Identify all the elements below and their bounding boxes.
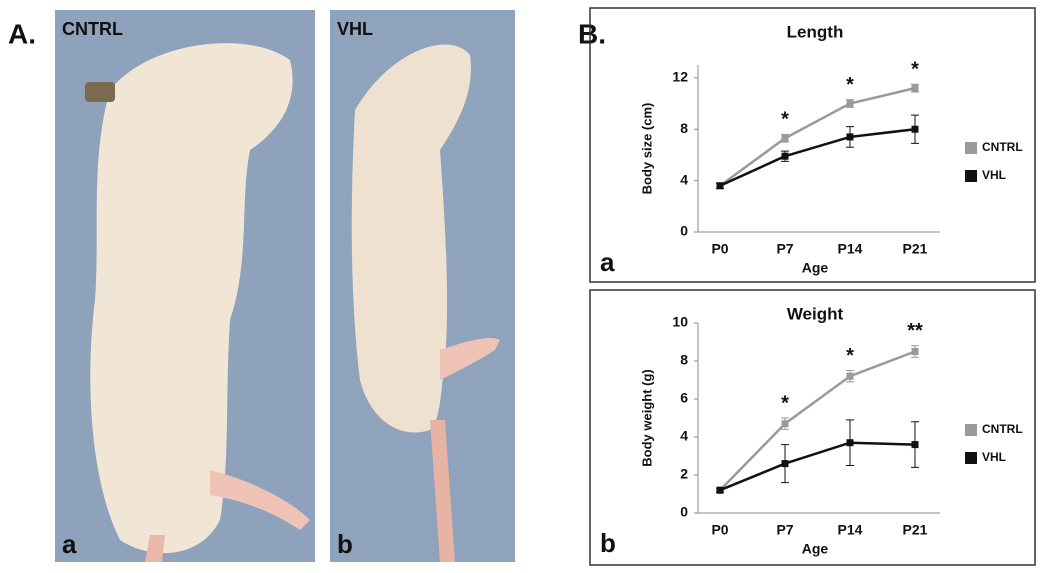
panel-letter: a [600,247,615,277]
x-tick-label: P0 [711,241,728,257]
legend-label: VHL [982,450,1006,464]
panel-label: B. [578,18,606,49]
point [716,182,724,190]
y-tick-label: 8 [680,352,688,368]
point [781,460,789,468]
point [781,134,789,142]
point [911,84,919,92]
mouse-leg [440,338,500,380]
ear-tag [85,82,115,102]
point [716,486,724,494]
legend-swatch [965,424,977,436]
photo-label: VHL [337,19,373,39]
series-line [719,86,916,187]
significance: * [846,345,854,367]
series-line [719,441,916,492]
y-axis-label: Body weight (g) [639,369,654,467]
mouse-body [351,44,471,433]
chart-frame [589,7,1036,283]
legend-label: VHL [982,168,1006,182]
x-tick-label: P21 [903,522,928,538]
significance: * [781,392,789,414]
legend-swatch [965,142,977,154]
photo-letter: a [62,529,77,559]
y-tick-label: 12 [672,69,688,85]
legend-label: CNTRL [982,422,1023,436]
significance: * [781,109,789,131]
point [846,372,854,380]
x-tick-label: P14 [838,522,863,538]
photo-label: CNTRL [62,19,123,39]
legend-swatch [965,170,977,182]
y-axis-label: Body size (cm) [639,103,654,195]
photo-gap [315,10,330,562]
point [911,348,919,355]
y-tick-label: 0 [680,504,688,520]
point [781,152,789,160]
mouse-tail [430,420,455,562]
x-axis-label: Age [802,541,829,557]
series-line [719,127,916,187]
point [781,420,789,428]
y-tick-label: 10 [672,314,688,330]
chart-frame [589,289,1036,566]
legend-swatch [965,452,977,464]
x-tick-label: P7 [776,241,793,257]
panel-letter: b [600,528,616,558]
point [911,441,919,449]
mouse-leg [210,470,310,530]
mouse-tail [145,535,165,562]
photo-letter: b [337,529,353,559]
y-tick-label: 0 [680,223,688,239]
chart-title: Length [787,22,844,41]
significance: * [911,59,919,81]
x-axis-label: Age [802,260,829,276]
significance: * [846,74,854,96]
x-tick-label: P7 [776,522,793,538]
significance: ** [907,320,923,342]
panel-label: A. [8,18,36,49]
chart-title: Weight [787,304,844,323]
y-tick-label: 4 [680,428,688,444]
legend-label: CNTRL [982,140,1023,154]
point [846,100,854,108]
series-line [719,350,916,492]
y-tick-label: 8 [680,120,688,136]
x-tick-label: P21 [903,241,928,257]
point [911,125,919,133]
point [846,133,854,141]
x-tick-label: P14 [838,241,863,257]
y-tick-label: 6 [680,390,688,406]
y-tick-label: 2 [680,466,688,482]
y-tick-label: 4 [680,171,688,187]
x-tick-label: P0 [711,522,728,538]
mouse-body [90,43,293,554]
point [846,439,854,447]
